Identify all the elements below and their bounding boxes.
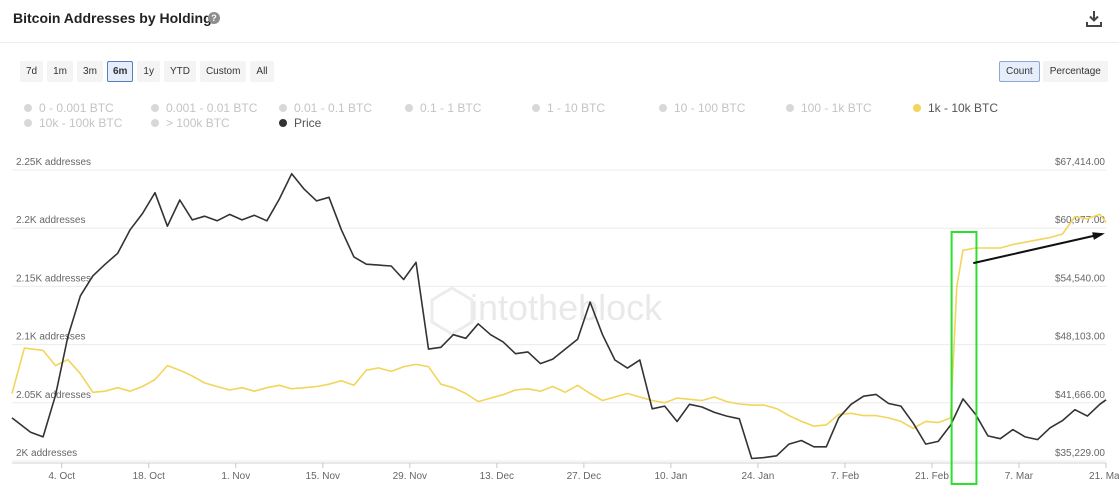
legend-dot-icon	[279, 119, 287, 127]
x-tick-label: 29. Nov	[393, 471, 427, 482]
x-tick-label: 21. Mar	[1089, 471, 1119, 482]
x-tick-label: 13. Dec	[480, 471, 514, 482]
x-tick-label: 24. Jan	[742, 471, 775, 482]
y-tick-label-left: 2.1K addresses	[16, 332, 86, 343]
legend-label: 1 - 10 BTC	[547, 101, 606, 115]
y-tick-label-left: 2K addresses	[16, 448, 77, 459]
y-tick-label-right: $35,229.00	[1055, 448, 1105, 459]
series-line-1k-10k-btc	[11, 213, 1107, 430]
legend-label: 10k - 100k BTC	[39, 116, 123, 130]
x-tick-label: 7. Feb	[831, 471, 860, 482]
watermark-text: intotheblock	[470, 287, 663, 328]
legend-label: 0 - 0.001 BTC	[39, 101, 114, 115]
legend-label: 0.001 - 0.01 BTC	[166, 101, 258, 115]
x-tick-label: 27. Dec	[567, 471, 601, 482]
legend-label: Price	[294, 116, 322, 130]
y-tick-label-right: $54,540.00	[1055, 273, 1105, 284]
legend-dot-icon	[913, 104, 921, 112]
legend-item[interactable]: Price	[279, 116, 321, 130]
chart-header: Bitcoin Addresses by Holdings ?	[0, 0, 1119, 43]
legend-label: > 100k BTC	[166, 116, 230, 130]
y-tick-label-right: $60,977.00	[1055, 215, 1105, 226]
page-title: Bitcoin Addresses by Holdings	[13, 10, 220, 26]
y-tick-label-right: $48,103.00	[1055, 332, 1105, 343]
y-tick-label-right: $67,414.00	[1055, 157, 1105, 168]
legend-dot-icon	[279, 104, 287, 112]
legend-item[interactable]: 1k - 10k BTC	[913, 101, 998, 115]
series-line-price	[11, 172, 1107, 460]
watermark-logo-icon	[430, 286, 474, 336]
mode-button-count[interactable]: Count	[999, 61, 1040, 82]
range-button-ytd[interactable]: YTD	[163, 61, 196, 82]
legend-item[interactable]: > 100k BTC	[151, 116, 230, 130]
x-tick-label: 15. Nov	[306, 471, 340, 482]
legend-dot-icon	[151, 119, 159, 127]
legend-label: 10 - 100 BTC	[674, 101, 746, 115]
trend-arrow	[973, 233, 1103, 265]
legend-label: 1k - 10k BTC	[928, 101, 999, 115]
view-mode-selector: Count Percentage	[999, 61, 1108, 82]
legend-item[interactable]: 0 - 0.001 BTC	[24, 101, 114, 115]
holdings-chart: intotheblock 2K addresses $35,229.00 2.05K …	[11, 157, 1119, 485]
legend-label: 0.01 - 0.1 BTC	[294, 101, 373, 115]
legend-item[interactable]: 0.1 - 1 BTC	[405, 101, 481, 115]
range-button-1m[interactable]: 1m	[47, 61, 74, 82]
range-button-custom[interactable]: Custom	[199, 61, 247, 82]
y-tick-label-right: $41,666.00	[1055, 390, 1105, 401]
legend-dot-icon	[532, 104, 540, 112]
range-button-6m[interactable]: 6m	[106, 61, 134, 82]
legend-item[interactable]: 10k - 100k BTC	[24, 116, 122, 130]
range-button-3m[interactable]: 3m	[77, 61, 103, 82]
legend-item[interactable]: 100 - 1k BTC	[786, 101, 872, 115]
range-button-7d[interactable]: 7d	[20, 61, 44, 82]
legend-row: 10k - 100k BTC > 100k BTC Price	[0, 116, 1119, 130]
x-tick-label: 7. Mar	[1005, 471, 1034, 482]
time-range-selector: 7d 1m 3m 6m 1y YTD Custom All	[20, 61, 274, 82]
x-tick-label: 4. Oct	[48, 471, 75, 482]
highlight-box	[950, 231, 978, 485]
download-icon[interactable]	[1086, 10, 1102, 28]
legend-item[interactable]: 1 - 10 BTC	[532, 101, 605, 115]
y-tick-label-left: 2.25K addresses	[16, 157, 91, 168]
x-tick-label: 21. Feb	[915, 471, 949, 482]
question-circle-icon[interactable]: ?	[208, 12, 220, 24]
arrow-head-icon	[1092, 232, 1105, 240]
legend-dot-icon	[24, 104, 32, 112]
y-tick-label-left: 2.2K addresses	[16, 215, 86, 226]
x-tick-label: 18. Oct	[133, 471, 165, 482]
y-tick-label-left: 2.15K addresses	[16, 273, 91, 284]
legend-dot-icon	[24, 119, 32, 127]
legend-label: 0.1 - 1 BTC	[420, 101, 482, 115]
mode-button-percentage[interactable]: Percentage	[1042, 61, 1108, 82]
legend-dot-icon	[151, 104, 159, 112]
legend-item[interactable]: 10 - 100 BTC	[659, 101, 745, 115]
legend-dot-icon	[786, 104, 794, 112]
legend-label: 100 - 1k BTC	[801, 101, 872, 115]
legend-item[interactable]: 0.001 - 0.01 BTC	[151, 101, 257, 115]
legend-dot-icon	[405, 104, 413, 112]
y-tick-label-left: 2.05K addresses	[16, 390, 91, 401]
legend-row: 0 - 0.001 BTC 0.001 - 0.01 BTC 0.01 - 0.1 …	[0, 101, 1119, 115]
legend-dot-icon	[659, 104, 667, 112]
legend-item[interactable]: 0.01 - 0.1 BTC	[279, 101, 372, 115]
range-button-all[interactable]: All	[250, 61, 274, 82]
x-tick-label: 10. Jan	[654, 471, 687, 482]
range-button-1y[interactable]: 1y	[137, 61, 160, 82]
x-tick-label: 1. Nov	[221, 471, 250, 482]
